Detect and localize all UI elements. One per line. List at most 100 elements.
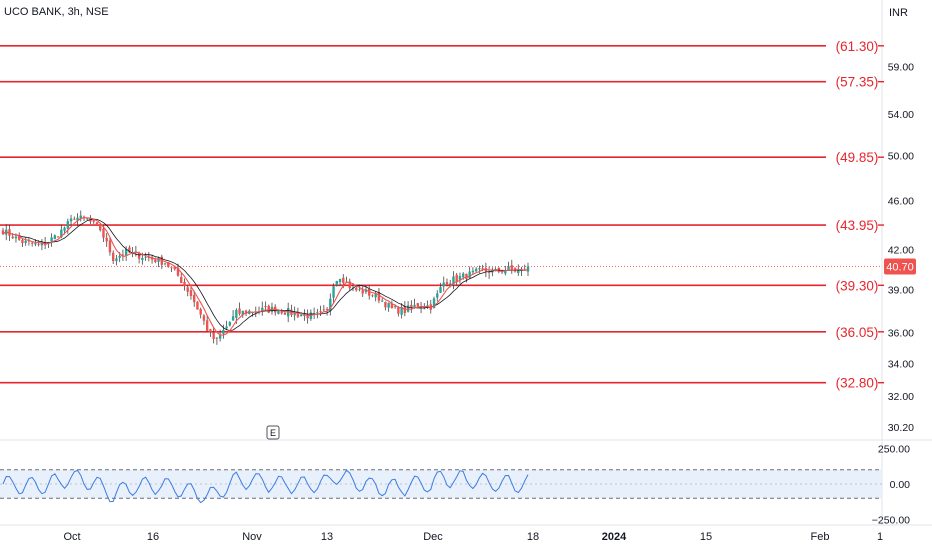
- level-label-4: (39.30): [836, 278, 879, 293]
- candle-body: [8, 229, 11, 236]
- candle-body: [235, 309, 238, 318]
- level-label-2: (49.85): [836, 150, 879, 165]
- candle-body: [471, 270, 475, 273]
- time-tick-5: 18: [527, 531, 539, 543]
- candle-body: [358, 289, 361, 291]
- candle-body: [147, 257, 151, 259]
- level-label-3: (43.95): [836, 218, 879, 233]
- currency-label: INR: [889, 7, 908, 19]
- candle-body: [316, 312, 319, 313]
- time-tick-8: Feb: [811, 531, 830, 543]
- candle-body: [60, 229, 63, 238]
- candle-body: [199, 309, 202, 315]
- time-tick-9: 1: [877, 531, 883, 543]
- candle-body: [241, 310, 245, 315]
- candle-body: [364, 289, 368, 292]
- candle-body: [69, 218, 73, 222]
- candle-body: [342, 277, 345, 283]
- candle-body: [1, 230, 5, 235]
- candle-body: [63, 227, 66, 231]
- candle-body: [102, 228, 105, 238]
- candle-body: [264, 306, 267, 307]
- candle-body: [50, 237, 53, 242]
- candle-body: [384, 301, 387, 308]
- candle-body: [244, 310, 248, 314]
- price-tick-8: 32.00: [888, 391, 914, 403]
- candle-body: [196, 301, 199, 310]
- candle-body: [361, 290, 364, 294]
- candle-body: [105, 237, 108, 242]
- candle-body: [442, 282, 445, 287]
- candle-body: [487, 271, 491, 273]
- candle-body: [56, 236, 60, 238]
- price-tick-7: 34.00: [888, 358, 914, 370]
- candle-body: [507, 266, 510, 271]
- price-tick-9: 30.20: [888, 422, 914, 434]
- candles-group: [1, 210, 530, 345]
- candle-body: [21, 239, 24, 244]
- candle-body: [397, 307, 400, 314]
- last-price-label: 40.70: [886, 261, 914, 273]
- time-tick-4: Dec: [423, 531, 443, 543]
- time-tick-3: 13: [321, 531, 333, 543]
- price-tick-0: 59.00: [888, 61, 914, 73]
- candle-body: [193, 295, 196, 303]
- candle-body: [34, 243, 37, 245]
- candle-body: [99, 224, 102, 231]
- candle-body: [95, 222, 99, 225]
- candle-body: [66, 221, 70, 229]
- price-tick-4: 42.00: [888, 244, 914, 256]
- candle-body: [14, 236, 18, 239]
- candle-body: [183, 281, 186, 287]
- candle-body: [432, 298, 436, 309]
- candle-body: [293, 312, 296, 316]
- candle-body: [124, 248, 128, 256]
- candle-body: [231, 316, 235, 321]
- price-tick-2: 50.00: [888, 151, 914, 163]
- candle-body: [212, 332, 215, 339]
- candle-body: [377, 292, 381, 301]
- candle-body: [205, 320, 209, 331]
- candle-body: [86, 218, 89, 220]
- candle-body: [390, 303, 394, 309]
- candle-body: [445, 281, 449, 286]
- candle-body: [410, 304, 413, 308]
- candle-body: [526, 266, 530, 272]
- candle-body: [413, 304, 416, 307]
- level-label-6: (32.80): [836, 376, 879, 391]
- candle-body: [387, 303, 390, 308]
- candle-body: [283, 312, 287, 315]
- candle-body: [225, 326, 228, 329]
- candle-body: [478, 268, 481, 270]
- candle-body: [115, 258, 118, 262]
- time-tick-1: 16: [147, 531, 159, 543]
- candle-body: [141, 258, 144, 260]
- candle-body: [82, 216, 86, 218]
- candle-body: [474, 268, 478, 272]
- candle-body: [53, 235, 57, 239]
- candle-body: [108, 240, 112, 253]
- candle-body: [128, 247, 131, 253]
- candle-body: [306, 315, 309, 319]
- candle-body: [510, 265, 513, 270]
- candle-body: [371, 295, 374, 297]
- candle-body: [173, 266, 176, 270]
- candle-body: [517, 270, 520, 274]
- candle-body: [481, 268, 484, 269]
- candle-body: [449, 283, 452, 285]
- candle-body: [228, 322, 232, 326]
- time-tick-6: 2024: [602, 531, 627, 543]
- candle-body: [180, 276, 183, 284]
- candle-body: [400, 307, 403, 315]
- candle-body: [37, 243, 40, 245]
- time-tick-2: Nov: [242, 531, 262, 543]
- candle-body: [154, 259, 157, 263]
- candle-body: [267, 305, 270, 313]
- candle-body: [118, 255, 121, 258]
- candle-body: [73, 218, 76, 220]
- candle-body: [465, 273, 468, 279]
- level-label-5: (36.05): [836, 325, 879, 340]
- oscillator-tick-0: 250.00: [878, 443, 910, 455]
- last-price-tag: [884, 258, 916, 275]
